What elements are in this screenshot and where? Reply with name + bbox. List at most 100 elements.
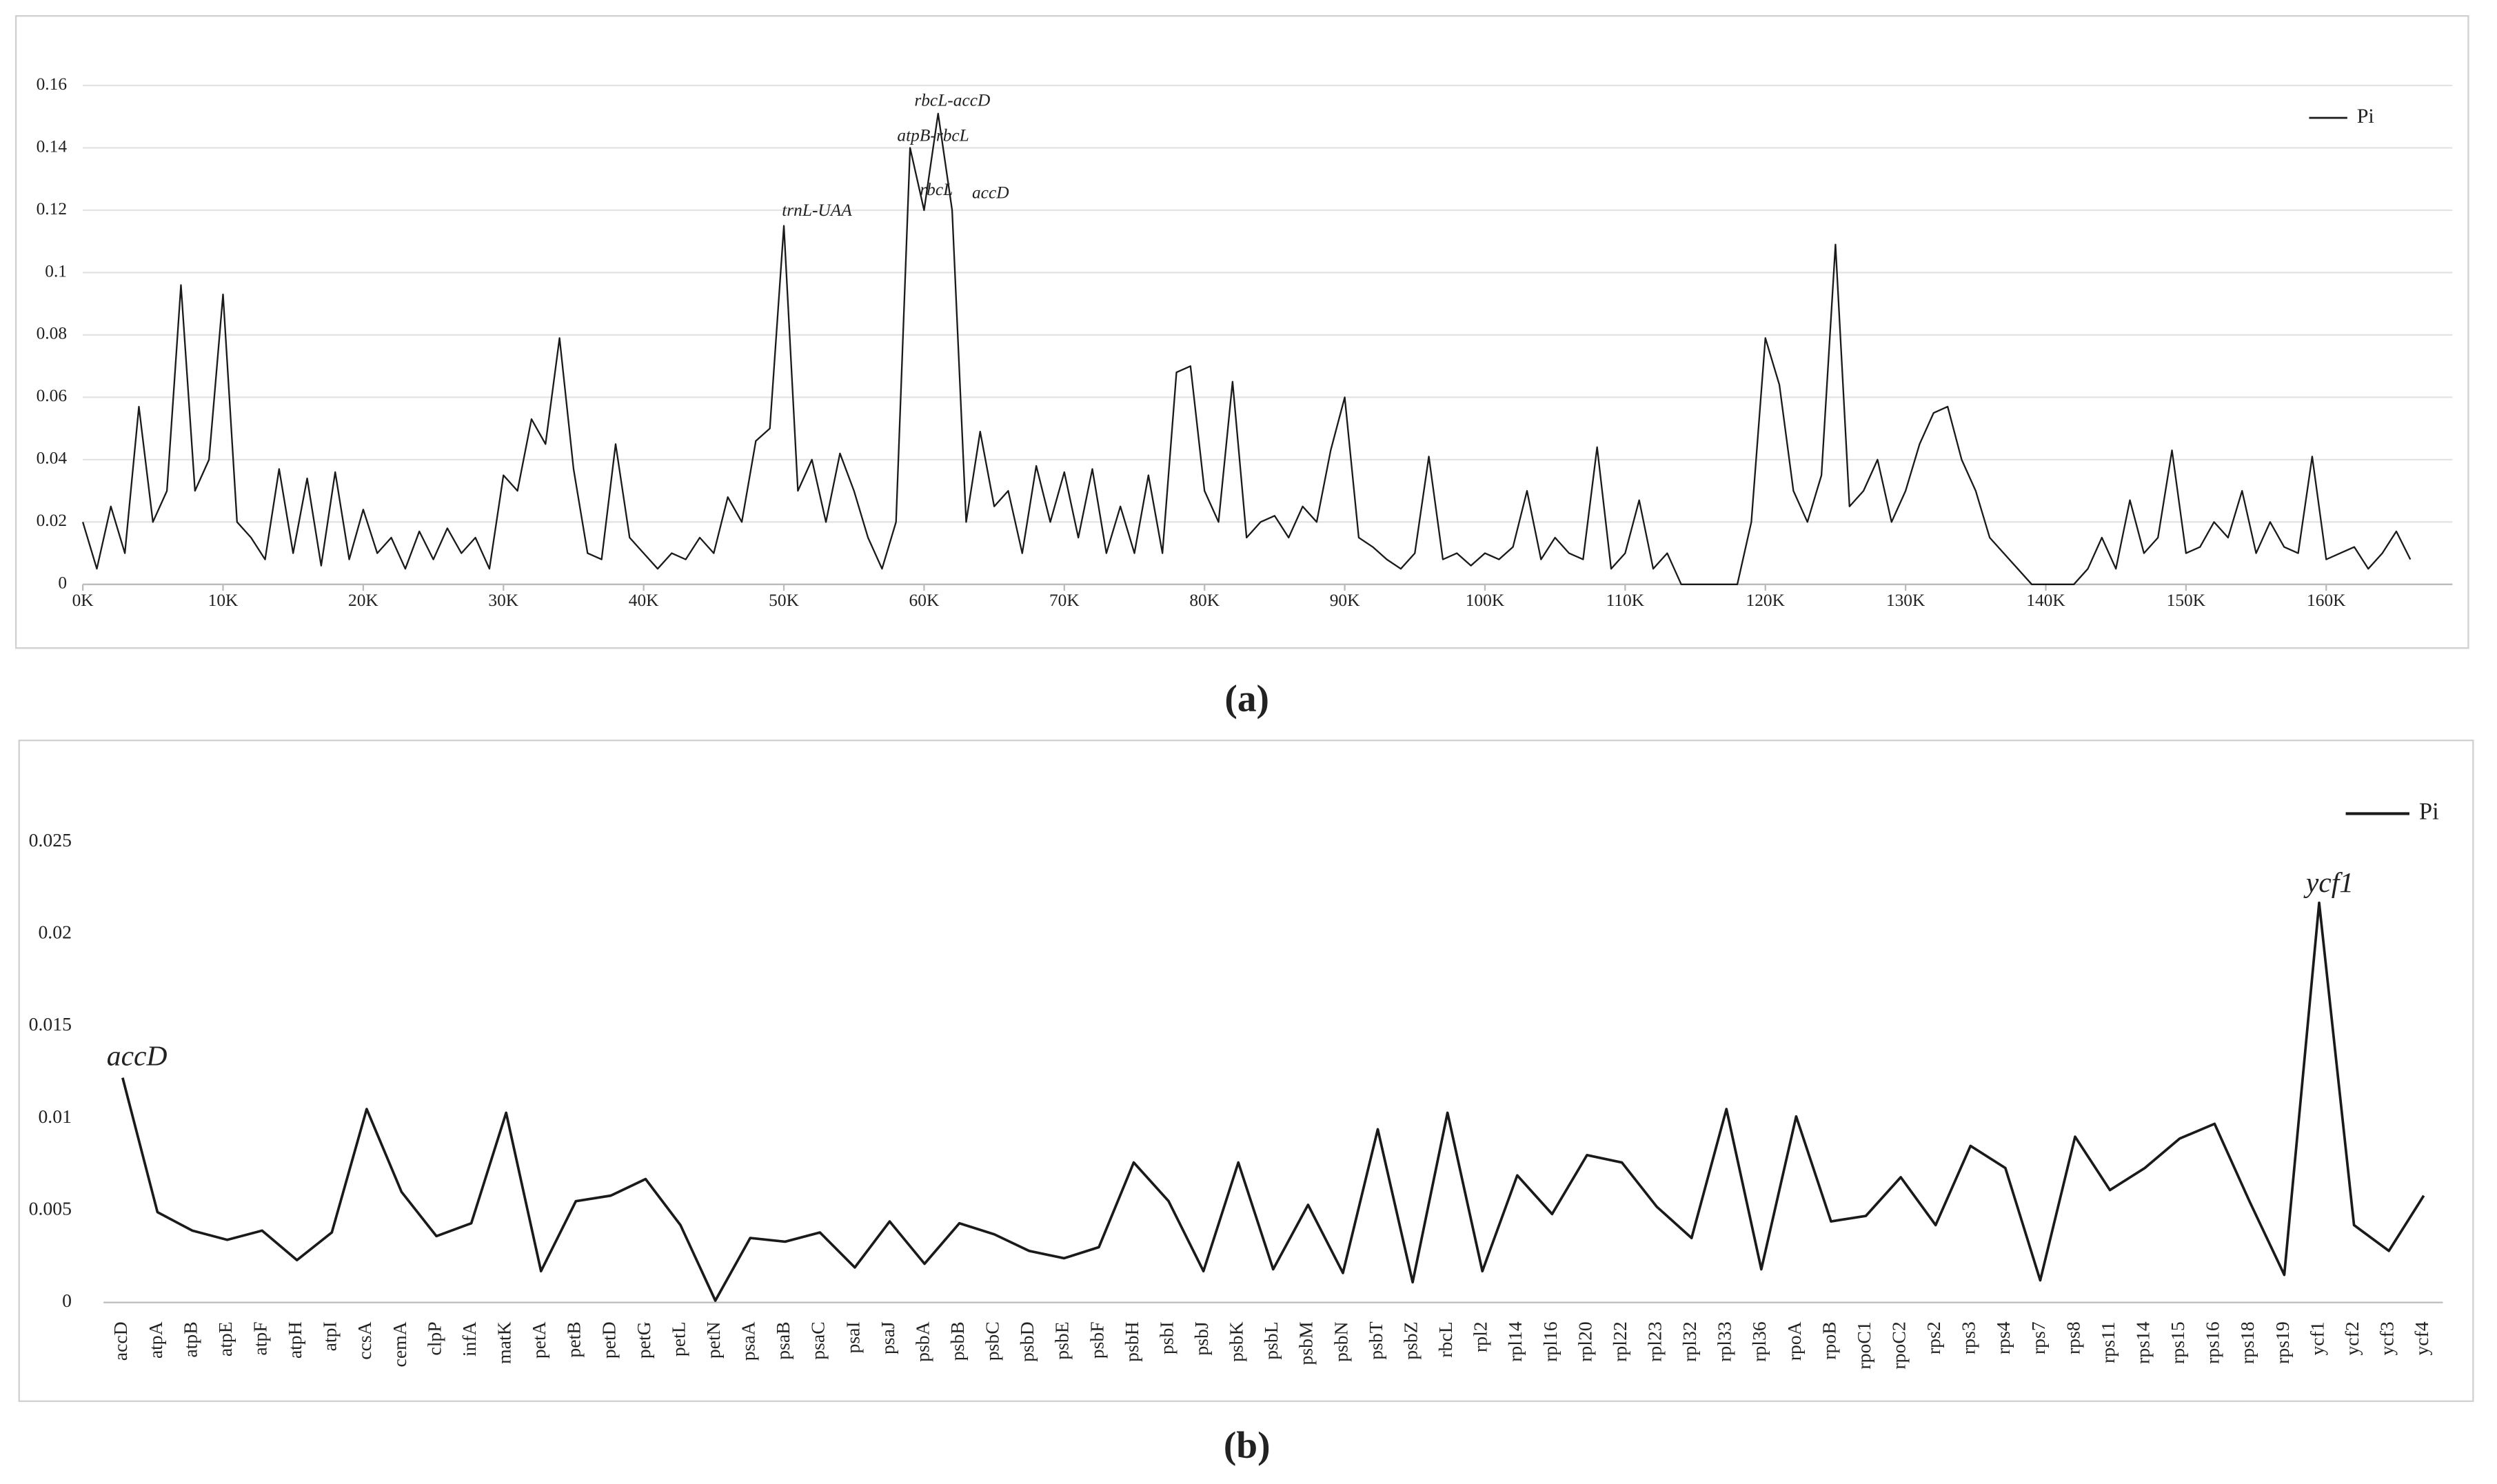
series-line [121,901,2425,1302]
x-tick-label: psbE [1051,1321,1073,1359]
x-tick-label: rps18 [2236,1321,2258,1364]
x-tick-label: ycf2 [2341,1321,2363,1355]
series-line [82,112,2412,585]
x-tick-label: psaI [842,1321,863,1353]
y-tick-label: 0.14 [37,136,68,156]
annotation: ycf1 [2303,866,2354,898]
x-tick-label: petG [633,1321,654,1359]
x-tick-label: psaC [807,1321,829,1359]
x-tick-label: 90K [1330,591,1360,610]
x-tick-label: petD [598,1321,619,1359]
x-tick-label: rps19 [2272,1321,2293,1364]
x-tick-label: petB [563,1321,585,1357]
x-tick-label: psbH [1121,1321,1142,1362]
x-tick-label: rps8 [2062,1321,2083,1354]
x-tick-label: rps16 [2202,1321,2223,1364]
x-tick-label: clpP [423,1321,445,1355]
x-tick-label: accD [110,1321,131,1361]
y-tick-label: 0.04 [37,449,68,468]
x-tick-label: rpl23 [1644,1321,1665,1361]
x-tick-label: petN [702,1321,724,1359]
x-tick-label: rbcL [1435,1321,1456,1357]
x-tick-label: atpB [179,1321,201,1357]
x-tick-label: 160K [2307,591,2346,610]
x-tick-label: ycf3 [2376,1321,2398,1355]
x-tick-label: psbB [947,1321,968,1361]
panel-frame [18,740,2474,1402]
x-tick-label: atpH [284,1321,305,1359]
y-tick-label: 0.12 [37,199,67,218]
legend-label: Pi [2357,105,2374,128]
x-tick-label: petL [667,1321,689,1356]
x-tick-label: rpoB [1818,1321,1839,1359]
x-tick-label: rpl22 [1609,1321,1630,1361]
x-tick-label: rpl2 [1470,1321,1491,1352]
x-tick-label: rpl20 [1574,1321,1595,1361]
x-tick-label: 80K [1189,591,1220,610]
x-tick-label: infA [458,1321,480,1356]
x-tick-label: rpl36 [1748,1321,1770,1362]
x-tick-label: psaJ [877,1321,898,1354]
x-tick-label: rps11 [2097,1321,2119,1363]
x-tick-label: 120K [1746,591,1786,610]
y-tick-label: 0.025 [29,829,72,851]
x-tick-label: rpoC2 [1888,1321,1909,1369]
y-tick-label: 0 [58,573,67,593]
x-tick-label: 140K [2026,591,2065,610]
x-tick-label: 10K [208,591,239,610]
y-tick-label: 0.005 [29,1197,72,1219]
x-tick-label: petA [528,1321,549,1359]
annotation: atpB-rbcL [897,126,969,145]
x-tick-label: rpoC1 [1853,1321,1874,1369]
y-tick-label: 0.02 [38,922,71,943]
y-tick-label: 0.01 [38,1106,71,1127]
x-tick-label: rps14 [2132,1321,2154,1364]
x-tick-label: rps15 [2167,1321,2188,1364]
x-tick-label: 150K [2167,591,2206,610]
y-tick-label: 0.1 [45,261,67,281]
x-tick-label: psbA [911,1321,933,1362]
x-tick-label: 130K [1886,591,1925,610]
annotation: accD [972,183,1009,203]
x-tick-label: 30K [488,591,518,610]
annotation: rbcL [920,180,953,199]
y-tick-label: 0 [62,1290,72,1311]
x-tick-label: ccsA [354,1321,375,1359]
x-tick-label: psaB [772,1321,793,1359]
x-tick-label: psbI [1155,1321,1177,1354]
x-tick-label: ycf4 [2411,1321,2432,1355]
x-tick-label: rpl16 [1539,1321,1561,1362]
x-tick-label: rps3 [1958,1321,1979,1354]
x-tick-label: psbZ [1399,1321,1421,1359]
x-tick-label: 110K [1606,591,1645,610]
x-tick-label: psbN [1330,1321,1351,1362]
x-tick-label: psbJ [1191,1321,1212,1355]
x-tick-label: psbM [1295,1321,1317,1365]
x-tick-label: psbD [1016,1321,1038,1362]
x-tick-label: psaA [738,1321,759,1361]
panel-label: (a) [1224,677,1269,719]
panel-frame [14,15,2469,649]
x-tick-label: 50K [769,591,799,610]
legend-label: Pi [2419,798,2439,824]
x-tick-label: cemA [389,1321,410,1367]
panel-label: (b) [1224,1424,1271,1466]
y-tick-label: 0.16 [37,74,67,94]
annotation: rbcL-accD [914,91,990,110]
x-tick-label: psbC [982,1321,1003,1361]
x-tick-label: rpl33 [1714,1321,1735,1361]
x-tick-label: atpF [250,1321,271,1355]
x-tick-label: rpl14 [1504,1321,1526,1362]
y-tick-label: 0.015 [29,1013,72,1035]
x-tick-label: rpoA [1783,1321,1805,1361]
y-tick-label: 0.06 [37,386,67,405]
x-tick-label: rps2 [1923,1321,1944,1354]
x-tick-label: 60K [909,591,940,610]
x-tick-label: psbT [1365,1321,1386,1359]
annotation: trnL-UAA [782,201,852,220]
y-tick-label: 0.02 [37,511,67,530]
x-tick-label: matK [494,1321,515,1364]
x-tick-label: 70K [1049,591,1080,610]
x-tick-label: rps7 [2028,1321,2049,1354]
